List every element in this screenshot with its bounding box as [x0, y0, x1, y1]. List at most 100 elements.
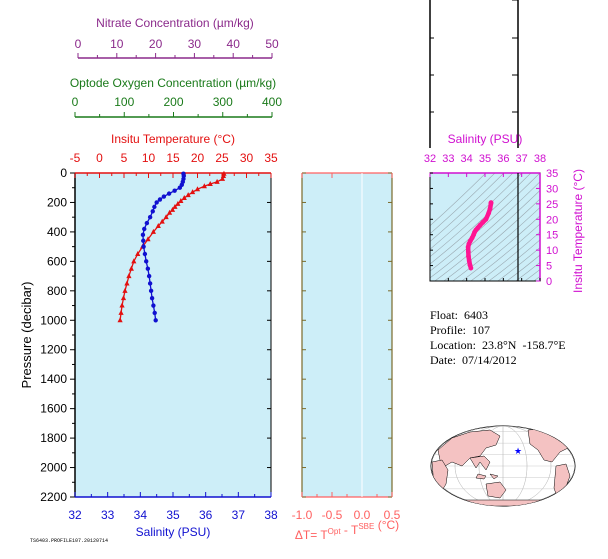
dt-label-text: ΔT= T — [295, 528, 328, 542]
ts-density-contour — [479, 231, 540, 281]
map-landmass — [439, 499, 567, 506]
ts-density-contour — [430, 173, 487, 227]
salinity-tick-label: 32 — [68, 508, 82, 522]
map-landmass — [485, 481, 507, 499]
temperature-point — [190, 189, 196, 195]
ts-density-contour — [434, 190, 540, 281]
temperature-axis-title: Insitu Temperature (°C) — [111, 132, 235, 146]
nitrate-tick-label: 20 — [149, 37, 163, 51]
ts-x-tick-label: 32 — [424, 153, 436, 165]
temperature-point — [126, 273, 132, 279]
temperature-point — [163, 214, 169, 220]
temperature-point — [214, 178, 220, 184]
ts-y-tick-label: 20 — [546, 214, 558, 226]
salinity-point — [146, 273, 152, 279]
footer-file-id: TS6403.PROFILE107.20120714 — [30, 538, 109, 544]
map-landmass — [553, 463, 571, 501]
salinity-point — [141, 238, 146, 243]
ts-y-tick-label: 30 — [546, 183, 558, 195]
ts-profile-point — [468, 265, 474, 271]
oxygen-tick-label: 400 — [262, 95, 282, 109]
temperature-point — [169, 206, 176, 212]
temperature-point — [175, 200, 181, 206]
ts-density-contours — [430, 173, 540, 281]
ts-y-axis-title: Insitu Temperature (°C) — [571, 169, 585, 293]
salinity-point — [150, 209, 155, 214]
ts-density-contour — [488, 239, 540, 281]
temperature-tick-label: 25 — [215, 151, 229, 165]
salinity-point — [177, 185, 183, 190]
ts-profile-point — [487, 206, 493, 211]
ts-density-contour — [430, 173, 505, 242]
salinity-point — [152, 310, 157, 316]
temperature-point — [120, 295, 127, 301]
dt-x-tick-label: -0.5 — [322, 508, 343, 522]
world-map: ★ — [430, 425, 576, 507]
salinity-tick-label: 35 — [166, 508, 180, 522]
ts-y-tick-label: 25 — [546, 199, 558, 211]
ts-diagram-axes: 32 33 34 35 36 37 38 0 5 10 15 20 25 30 35 Salinity (PS… — [424, 0, 585, 293]
temperature-point — [172, 203, 178, 209]
temperature-tick-label: 30 — [240, 151, 254, 165]
oxygen-tick-label: 0 — [72, 95, 79, 109]
float-profile-number: Profile: 107 — [430, 323, 490, 337]
temperature-point — [207, 181, 213, 187]
ts-profile-point — [466, 253, 471, 259]
temperature-point — [128, 265, 134, 271]
ts-density-contour — [515, 261, 540, 281]
salinity-point — [142, 226, 147, 232]
map-meridian — [454, 426, 552, 506]
ts-profile-point — [486, 210, 492, 216]
salinity-point — [142, 251, 148, 257]
pressure-tick-label: 600 — [47, 254, 67, 268]
float-location-marker: ★ — [514, 447, 522, 457]
pressure-tick-label: 2000 — [40, 461, 67, 475]
dt-label-text: - T — [341, 523, 359, 537]
salinity-point — [152, 204, 157, 210]
salinity-point — [157, 197, 163, 202]
ts-profile-point — [483, 216, 489, 222]
salinity-point — [147, 281, 153, 286]
pressure-tick-label: 1800 — [40, 431, 67, 445]
dt-label-superscript: SBE — [358, 522, 374, 531]
map-landmass — [437, 429, 501, 467]
ts-y-tick-label: 5 — [546, 261, 552, 273]
salinity-point — [172, 188, 177, 193]
ts-y-tick-label: 35 — [546, 168, 558, 180]
temperature-point — [201, 183, 207, 189]
oxygen-tick-label: 100 — [114, 95, 134, 109]
pressure-tick-label: 1000 — [40, 313, 67, 327]
salinity-point — [153, 318, 158, 323]
nitrate-tick-label: 10 — [110, 37, 124, 51]
salinity-tick-label: 33 — [101, 508, 115, 522]
dt-x-tick-label: 0.0 — [354, 508, 371, 522]
salinity-axis-title: Salinity (PSU) — [136, 525, 211, 539]
ts-density-contour — [443, 198, 540, 281]
nitrate-axis-title: Nitrate Concentration (µm/kg) — [96, 16, 254, 30]
temperature-tick-label: -5 — [70, 151, 81, 165]
oxygen-axis-title: Optode Oxygen Concentration (µm/kg) — [70, 76, 276, 90]
pressure-tick-label: 1600 — [40, 402, 67, 416]
ts-x-tick-label: 36 — [497, 153, 509, 165]
temperature-point — [194, 186, 201, 192]
salinity-point — [166, 191, 172, 196]
salinity-tick-label: 38 — [264, 508, 278, 522]
ts-x-tick-label: 35 — [479, 153, 491, 165]
ts-x-tick-label: 38 — [534, 153, 546, 165]
temperature-point — [155, 223, 161, 229]
salinity-tick-label: 37 — [232, 508, 246, 522]
ts-density-contour — [452, 207, 540, 281]
pressure-tick-label: 0 — [60, 166, 67, 180]
ts-x-tick-label: 33 — [442, 153, 454, 165]
nitrate-tick-label: 0 — [75, 37, 82, 51]
ts-density-contour — [430, 173, 523, 258]
temperature-tick-label: 5 — [121, 151, 128, 165]
salinity-point — [148, 288, 154, 294]
ts-profile-point — [488, 201, 494, 207]
ts-y-tick-label: 10 — [546, 245, 558, 257]
pressure-tick-label: 1400 — [40, 372, 67, 386]
pressure-tick-label: 400 — [47, 225, 67, 239]
temperature-tick-label: 15 — [166, 151, 180, 165]
ts-profile-point — [465, 249, 471, 255]
ts-y-tick-label: 15 — [546, 230, 558, 242]
